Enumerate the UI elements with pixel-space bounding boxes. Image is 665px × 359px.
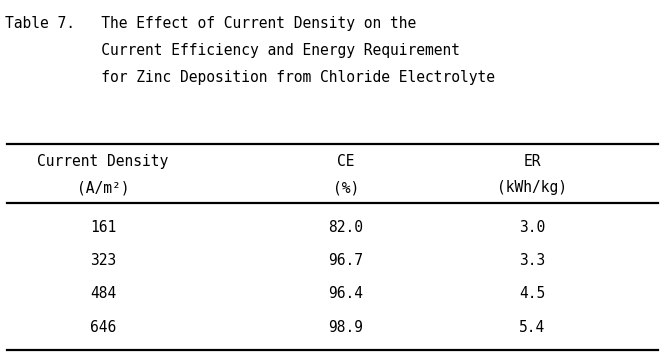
- Text: 323: 323: [90, 253, 116, 268]
- Text: Current Efficiency and Energy Requirement: Current Efficiency and Energy Requiremen…: [5, 43, 460, 58]
- Text: Current Density: Current Density: [37, 154, 169, 169]
- Text: for Zinc Deposition from Chloride Electrolyte: for Zinc Deposition from Chloride Electr…: [5, 70, 495, 85]
- Text: 3.3: 3.3: [519, 253, 545, 268]
- Text: (A/m²): (A/m²): [77, 180, 129, 195]
- Text: 96.4: 96.4: [329, 286, 363, 302]
- Text: 98.9: 98.9: [329, 320, 363, 335]
- Text: ER: ER: [523, 154, 541, 169]
- Text: 484: 484: [90, 286, 116, 302]
- Text: (kWh/kg): (kWh/kg): [497, 180, 567, 195]
- Text: 646: 646: [90, 320, 116, 335]
- Text: 4.5: 4.5: [519, 286, 545, 302]
- Text: 82.0: 82.0: [329, 220, 363, 235]
- Text: Table 7.   The Effect of Current Density on the: Table 7. The Effect of Current Density o…: [5, 16, 416, 31]
- Text: 5.4: 5.4: [519, 320, 545, 335]
- Text: 3.0: 3.0: [519, 220, 545, 235]
- Text: 161: 161: [90, 220, 116, 235]
- Text: CE: CE: [337, 154, 354, 169]
- Text: 96.7: 96.7: [329, 253, 363, 268]
- Text: (%): (%): [332, 180, 359, 195]
